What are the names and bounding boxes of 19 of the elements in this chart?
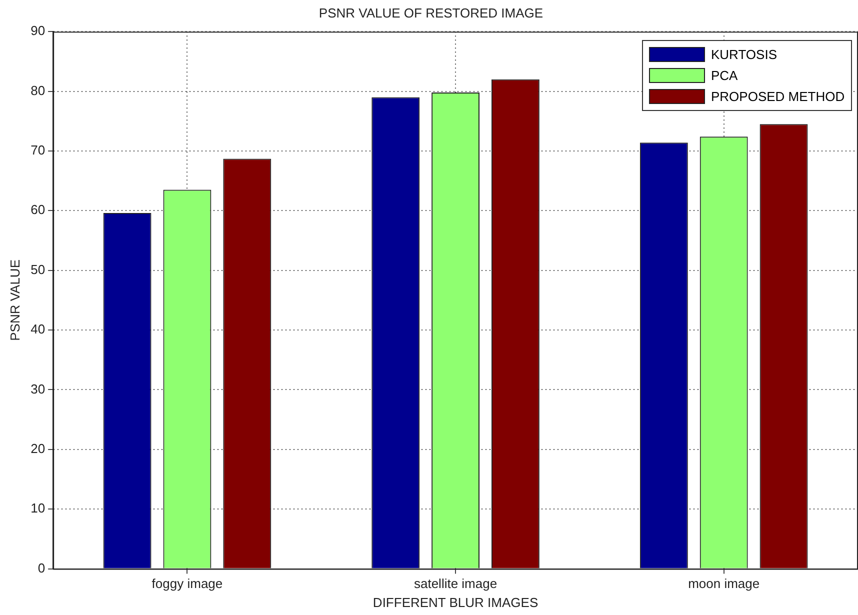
legend-label: KURTOSIS — [711, 46, 777, 62]
x-tick-label: satellite image — [414, 576, 498, 592]
y-tick-label: 50 — [30, 262, 46, 277]
legend-label: PROPOSED METHOD — [711, 88, 845, 104]
y-tick-label: 30 — [30, 381, 46, 396]
y-tick-label: 80 — [30, 82, 46, 98]
x-axis-title: DIFFERENT BLUR IMAGES — [372, 594, 538, 610]
y-tick-label: 10 — [30, 500, 46, 516]
chart-title: PSNR VALUE OF RESTORED IMAGE — [318, 5, 544, 20]
y-tick-label: 60 — [30, 202, 46, 218]
legend-label: PCA — [711, 68, 738, 83]
x-tick-label: moon image — [688, 576, 760, 592]
y-tick-label: 40 — [30, 322, 46, 337]
y-tick-label: 90 — [30, 23, 46, 38]
y-tick-label: 70 — [30, 142, 46, 158]
x-tick-label: foggy image — [152, 576, 223, 592]
y-tick-label: 20 — [30, 441, 46, 456]
y-axis-title: PSNR VALUE — [7, 259, 22, 341]
y-tick-label: 0 — [38, 560, 46, 576]
